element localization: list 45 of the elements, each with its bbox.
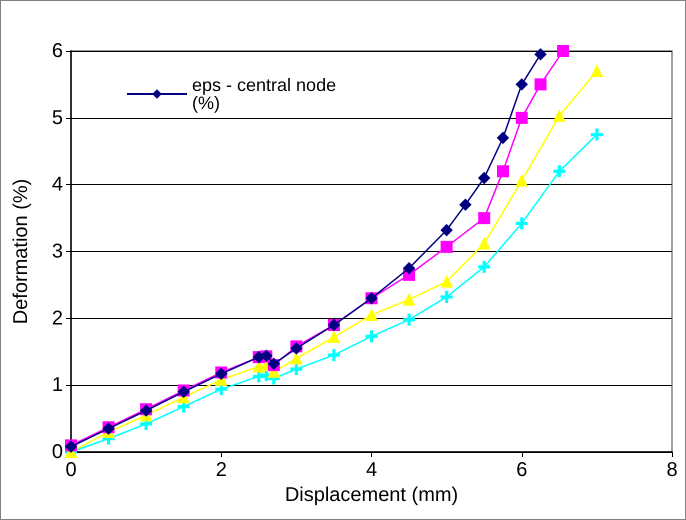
point bbox=[534, 78, 547, 90]
point bbox=[516, 174, 528, 187]
x-tick-label: 4 bbox=[366, 459, 378, 481]
point bbox=[459, 198, 472, 211]
point bbox=[328, 349, 340, 362]
point bbox=[403, 294, 416, 306]
y-tick-label: 1 bbox=[52, 374, 63, 396]
point bbox=[478, 212, 490, 224]
x-tick-label: 8 bbox=[666, 459, 678, 481]
x-tick-label: 0 bbox=[65, 459, 77, 481]
point bbox=[516, 112, 528, 124]
point bbox=[440, 276, 453, 288]
point bbox=[478, 172, 490, 184]
point bbox=[440, 224, 453, 236]
y-tick-label: 2 bbox=[52, 307, 63, 330]
point bbox=[478, 237, 490, 250]
point bbox=[440, 240, 453, 253]
y-tick-label: 6 bbox=[52, 40, 63, 62]
point bbox=[403, 262, 416, 274]
point bbox=[440, 290, 453, 303]
y-axis-title: Deformation (%) bbox=[10, 178, 32, 324]
point bbox=[496, 132, 509, 144]
point bbox=[290, 352, 302, 364]
point bbox=[553, 165, 566, 178]
y-tick-label: 4 bbox=[52, 174, 63, 196]
point bbox=[403, 314, 416, 326]
x-tick-label: 2 bbox=[216, 459, 227, 481]
point bbox=[478, 260, 490, 273]
point bbox=[534, 48, 547, 60]
point bbox=[557, 45, 570, 57]
point bbox=[328, 331, 340, 344]
legend-label: eps - central node (%) bbox=[192, 75, 342, 113]
x-axis-title: Displacement (mm) bbox=[284, 484, 458, 506]
point bbox=[496, 165, 509, 178]
point bbox=[590, 65, 603, 78]
point bbox=[553, 110, 566, 122]
point bbox=[366, 308, 378, 321]
y-tick-label: 5 bbox=[52, 106, 63, 129]
y-tick-label: 3 bbox=[52, 240, 63, 262]
x-tick-label: 6 bbox=[516, 459, 528, 481]
point bbox=[366, 330, 378, 342]
point bbox=[590, 128, 603, 141]
point bbox=[516, 78, 528, 90]
point bbox=[516, 217, 528, 230]
y-tick-label: 0 bbox=[52, 441, 63, 463]
